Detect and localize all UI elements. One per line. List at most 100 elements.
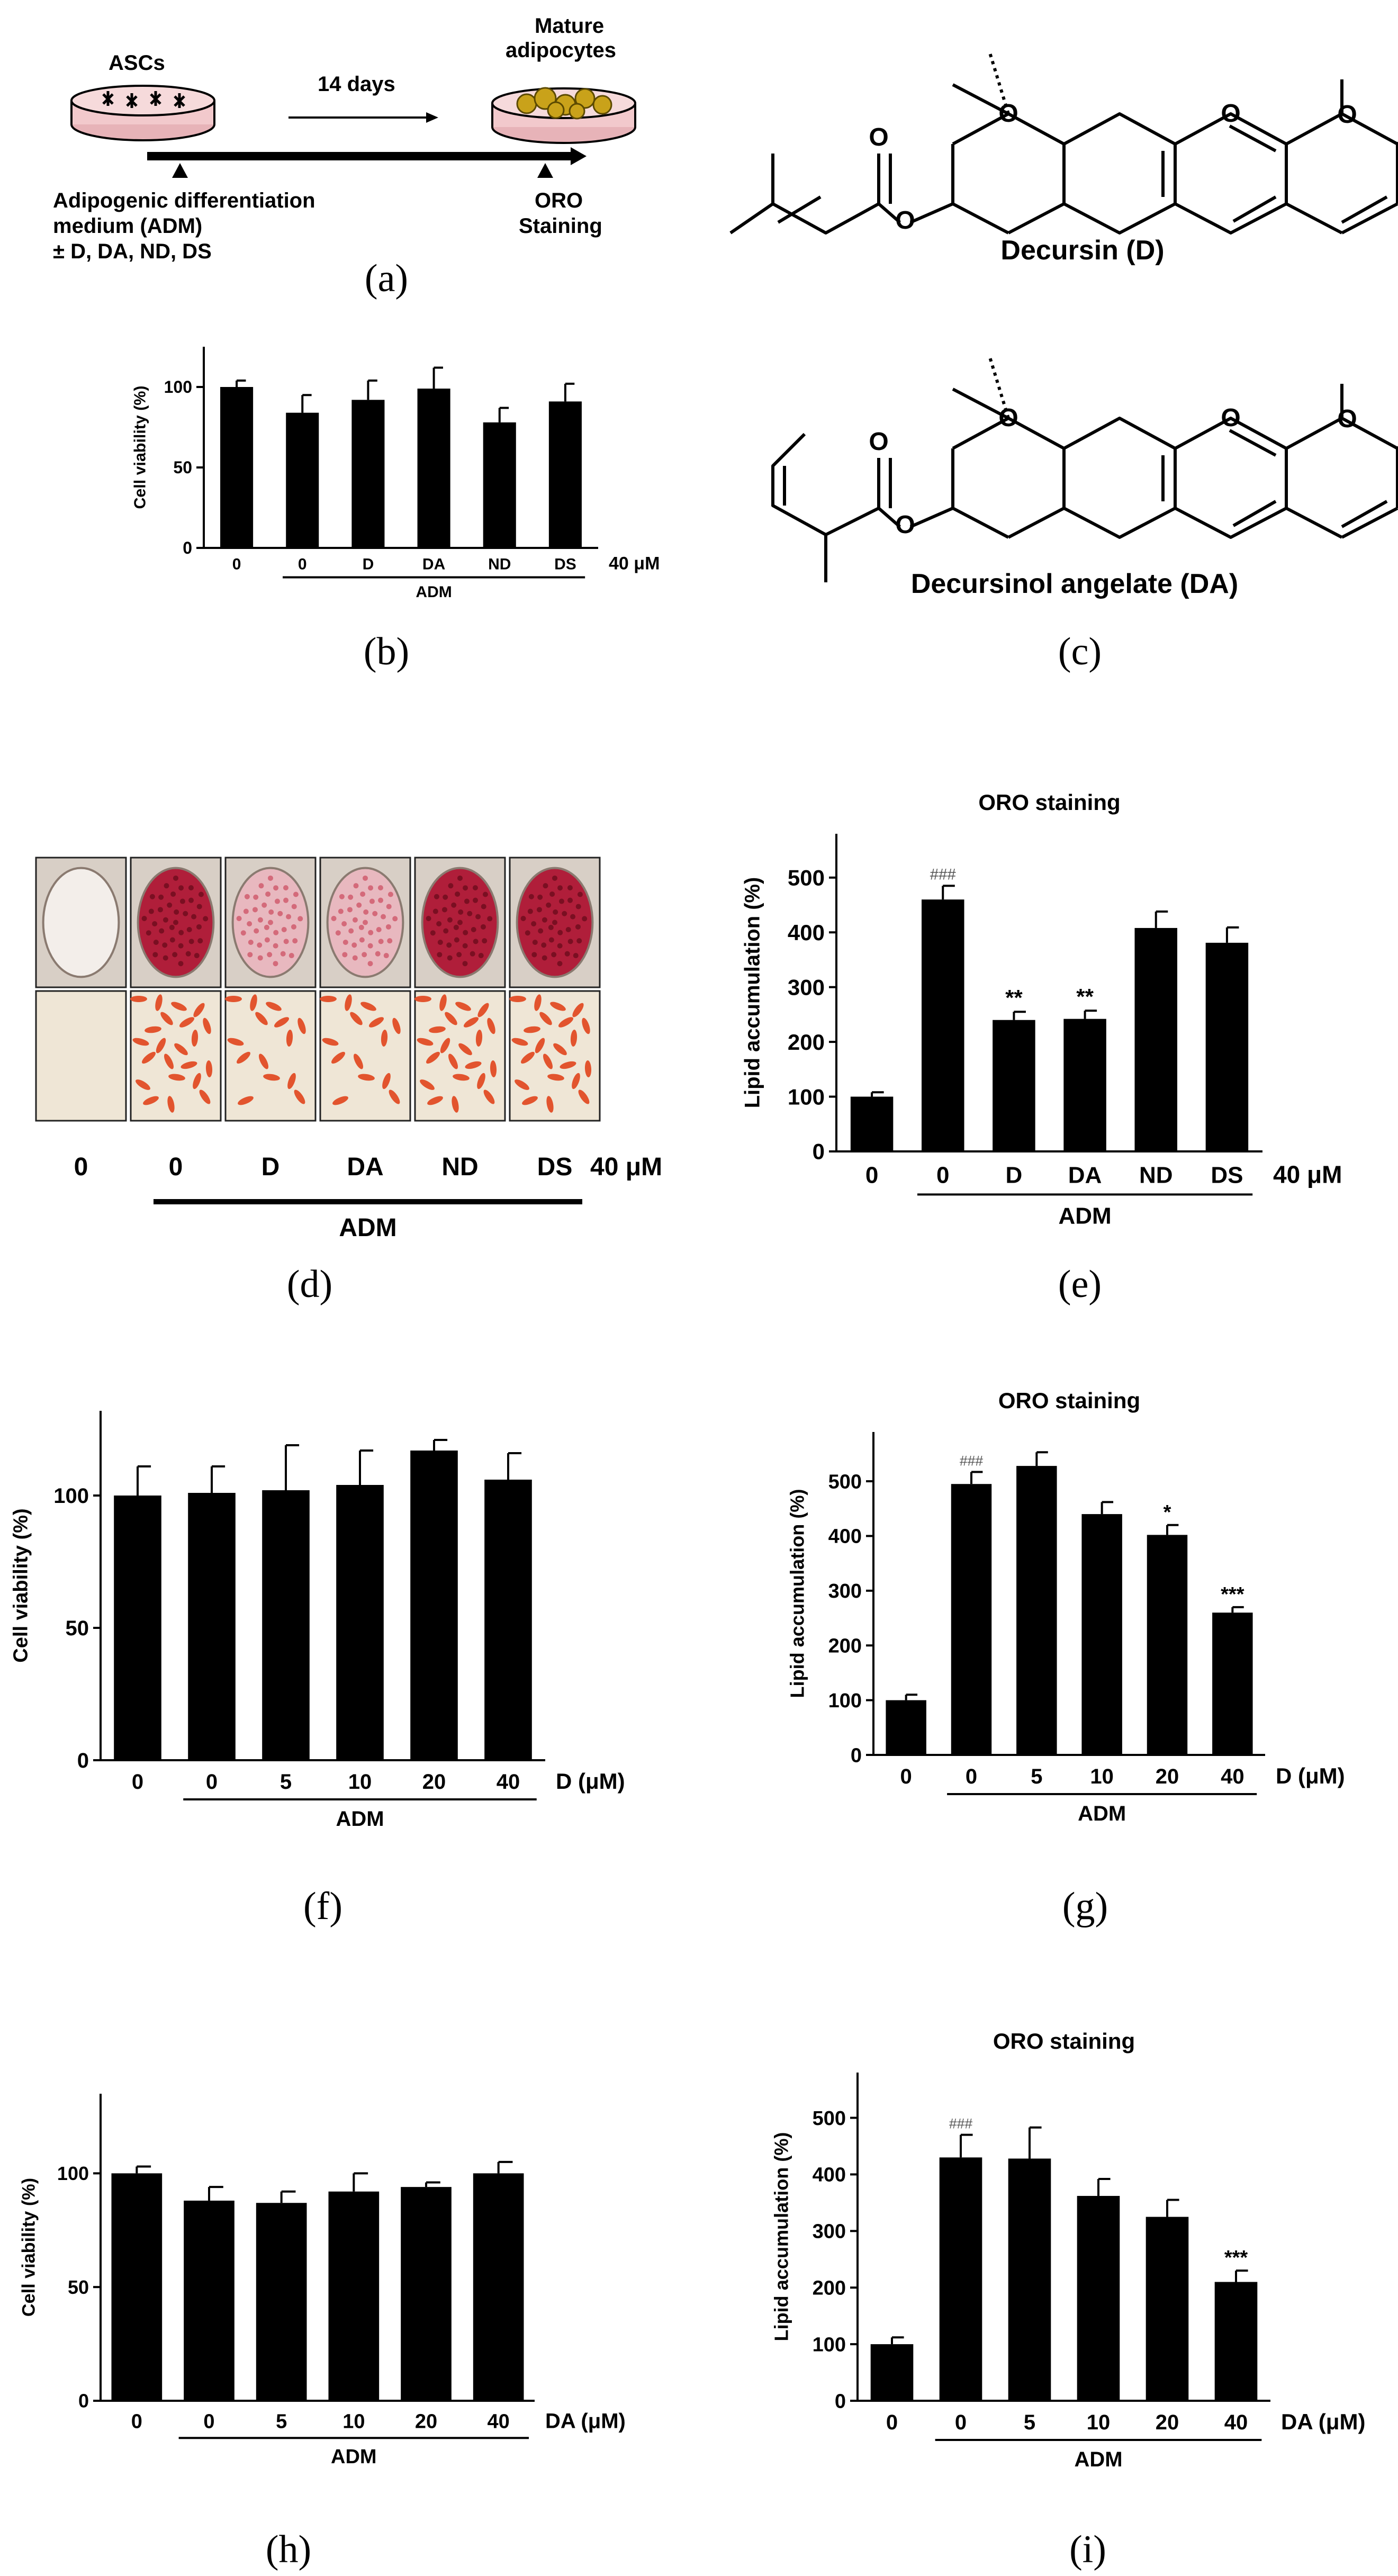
stain-dot [258,883,264,889]
stain-dot [286,914,292,920]
x-tick-label: 0 [131,2410,142,2433]
stain-dot [567,885,573,891]
x-tick-label: ND [1139,1162,1173,1188]
stained-cell [414,996,431,1002]
stained-cell [142,1051,156,1064]
y-tick-label: 500 [828,1471,862,1493]
stain-dot [573,953,579,959]
caption-b: (b) [364,630,409,673]
y-tick-label: 100 [57,2163,89,2184]
stain-dot [557,961,563,967]
svg-text:O: O [998,100,1018,128]
stain-dot [141,916,147,922]
asc-dish-icon [70,85,215,141]
stain-dot [481,904,486,909]
stained-cell [524,1026,540,1033]
stain-dot [546,902,552,908]
svg-text:O: O [1337,405,1357,433]
stain-dot [462,961,468,967]
stain-dot [463,930,468,935]
stain-dot [273,943,278,949]
y-tick-label: 400 [788,920,825,945]
stain-dot [352,917,358,923]
stain-dot [453,924,459,930]
y-axis-label: Lipid accumulation (%) [771,2132,792,2341]
stained-cell [511,1038,528,1046]
stain-dot [283,897,289,903]
panel-a-schema: ASCs 14 days Mature adipocytes [53,14,636,263]
y-tick-label: 200 [788,1030,825,1055]
stain-dot [173,920,178,925]
stain-dot [277,911,283,916]
y-tick-label: 400 [813,2164,846,2186]
stain-dot [447,955,453,961]
well-label: ND [441,1153,478,1181]
bar [328,2191,380,2401]
stained-cell [205,1060,213,1077]
stained-cell [160,1012,173,1025]
stain-dot [520,916,526,922]
x-tick-label: 20 [1156,2411,1179,2434]
stain-dot [463,885,468,891]
stain-dot [532,940,538,945]
stain-dot [353,883,359,889]
stain-dot [426,916,431,922]
x-tick-label: 0 [865,1162,878,1188]
stained-cell [368,1017,384,1028]
stain-dot [257,955,263,961]
stain-dot [451,902,457,908]
y-axis-label: Cell viability (%) [131,385,149,509]
stain-dot [342,940,348,945]
stained-cell [263,1074,280,1081]
stain-dot [169,924,175,930]
chart-title: ORO staining [998,1388,1140,1413]
stain-dot [331,916,337,922]
y-tick-label: 100 [788,1084,825,1109]
unit-label: DA (μM) [1281,2409,1365,2434]
stained-cell [181,1061,197,1069]
bar [1205,942,1249,1151]
svg-text:O: O [1221,404,1240,432]
stained-cell [255,1012,268,1025]
stained-cell [287,1073,296,1089]
stain-dot [339,894,345,899]
stain-dot [567,897,573,903]
y-axis-label: Lipid accumulation (%) [741,877,764,1109]
stained-cell [171,1002,187,1011]
svg-text:O: O [895,206,915,235]
stain-dot [188,939,194,944]
stained-cell [143,1096,159,1105]
stain-dot [473,897,479,903]
stain-dot [351,942,357,948]
stain-dot [163,917,168,923]
stained-cell [429,1026,446,1033]
stained-cell [193,1073,201,1089]
stain-dot [157,907,163,913]
stain-dot [541,942,547,948]
chart-h-viability: 0 50 100 Cell viability (%) 0 0 5 10 20 40 DA (μM)… [19,2094,626,2468]
stained-cell [392,1017,401,1034]
svg-text:O: O [998,404,1018,432]
stain-dot [542,917,547,923]
x-tick-label: 5 [280,1770,292,1794]
stain-dot [367,961,373,967]
stain-dot [273,885,279,891]
x-tick-label: DS [1211,1162,1243,1188]
x-tick-label: 40 [497,1770,520,1794]
group-label: ADM [336,1807,384,1831]
x-tick-label: 20 [415,2410,437,2433]
da-structure [771,357,1398,582]
y-tick-label: 200 [813,2277,846,2300]
stain-dot [178,961,184,967]
panel-c-structures [729,52,1398,582]
stain-dot [537,894,543,900]
stain-dot [472,885,478,891]
bar [548,401,582,548]
stained-cell [266,1002,282,1011]
stain-dot [564,951,570,957]
stained-cell [463,1017,479,1028]
y-tick-label: 200 [828,1635,862,1658]
stained-cell [350,1012,363,1025]
stain-dot [531,952,537,958]
